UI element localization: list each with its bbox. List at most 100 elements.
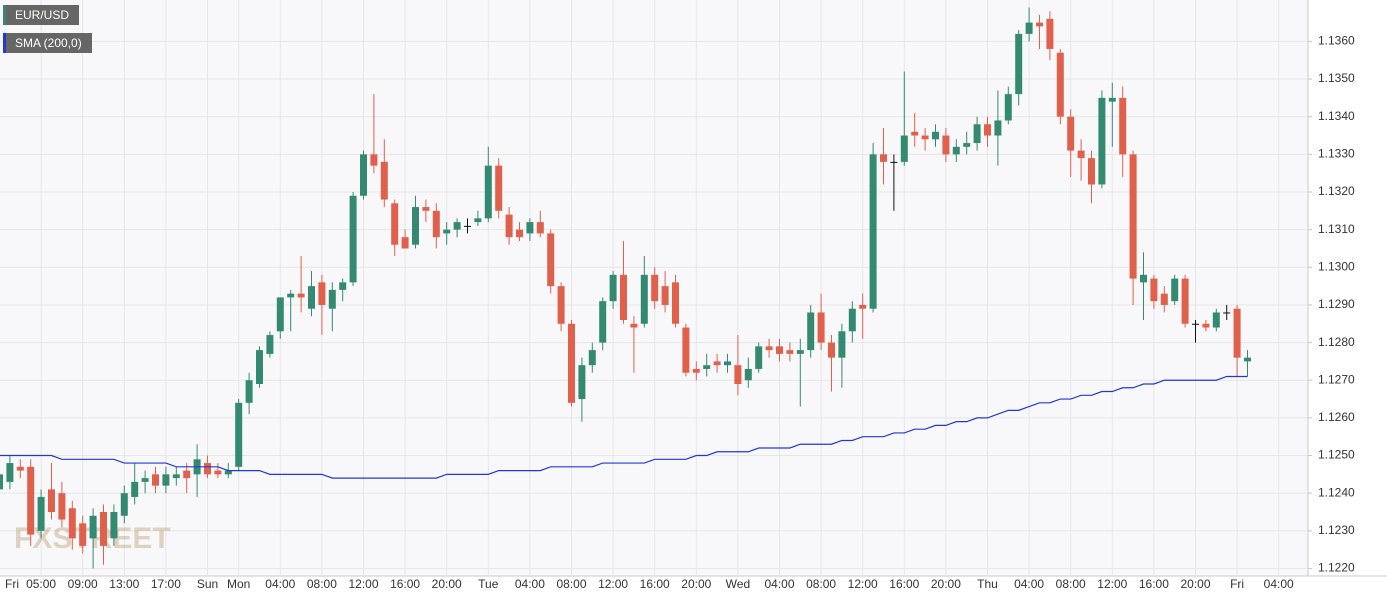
- sma-line: [0, 375, 1248, 479]
- candle-body: [578, 365, 586, 400]
- candle-body: [724, 361, 731, 366]
- candle-body: [620, 274, 627, 320]
- x-tick-label: 04:00: [515, 577, 545, 591]
- legend-item: SMA (200,0): [3, 33, 92, 53]
- candle-body: [349, 195, 357, 283]
- candle-body: [672, 282, 679, 324]
- candle-body: [360, 154, 367, 196]
- candle-body: [703, 365, 711, 369]
- candle-body: [1056, 52, 1064, 117]
- x-tick-label: Thu: [977, 577, 998, 591]
- candle-body: [921, 135, 929, 140]
- candle-body: [318, 282, 326, 305]
- candle-body: [58, 493, 66, 520]
- candle-body: [422, 207, 430, 211]
- candle-body: [661, 286, 669, 305]
- x-tick-label: 09:00: [68, 577, 98, 591]
- candle-body: [1160, 293, 1168, 305]
- candle-body: [630, 323, 638, 328]
- x-tick-label: 12:00: [598, 577, 628, 591]
- candle-body: [1088, 158, 1095, 185]
- x-tick-label: Tue: [478, 577, 499, 591]
- y-tick-label: 1.1310: [1318, 222, 1355, 236]
- candle-body: [443, 229, 451, 234]
- y-tick-label: 1.1350: [1318, 71, 1355, 85]
- candle-body: [536, 222, 544, 234]
- y-tick-label: 1.1220: [1318, 561, 1355, 575]
- candle-body: [141, 478, 149, 482]
- candle-body: [838, 331, 846, 358]
- candle-body: [235, 402, 243, 467]
- candle-body: [744, 368, 752, 381]
- candle-body: [1015, 33, 1023, 95]
- x-tick-label: 16:00: [1139, 577, 1169, 591]
- candle-body: [1077, 150, 1085, 159]
- candle-body: [287, 293, 295, 298]
- candle-body: [100, 512, 107, 546]
- candle-body: [16, 466, 24, 471]
- candle-body: [1046, 18, 1054, 49]
- candle-body: [796, 350, 804, 354]
- candle-body: [48, 489, 55, 512]
- candle-body: [120, 493, 128, 516]
- y-tick-label: 1.1260: [1318, 410, 1355, 424]
- candle-body: [807, 312, 815, 351]
- candle-body: [526, 222, 534, 234]
- candle-body: [495, 165, 503, 211]
- candle-body: [588, 350, 596, 366]
- x-tick-label: Wed: [726, 577, 750, 591]
- candle-body: [370, 154, 378, 166]
- y-tick-label: 1.1300: [1318, 259, 1355, 273]
- y-tick-label: 1.1290: [1318, 297, 1355, 311]
- candle-body: [412, 207, 419, 245]
- y-tick-label: 1.1250: [1318, 448, 1355, 462]
- candle-body: [640, 274, 648, 324]
- candle-body: [1004, 94, 1012, 121]
- candle-body: [401, 237, 409, 249]
- x-tick-label: 16:00: [640, 577, 670, 591]
- y-tick-label: 1.1360: [1318, 34, 1355, 48]
- candle-body: [391, 203, 399, 245]
- candle-body: [568, 323, 575, 403]
- candle-body: [453, 222, 461, 230]
- candle-body: [786, 350, 794, 354]
- candle-body: [651, 274, 659, 302]
- candle-body: [952, 146, 960, 155]
- candle-body: [599, 301, 607, 343]
- candle-body: [224, 470, 232, 475]
- x-tick-label: 08:00: [556, 577, 586, 591]
- x-tick-label: Sun: [197, 577, 218, 591]
- x-tick-label: 12:00: [1097, 577, 1127, 591]
- candle-body: [1036, 22, 1043, 27]
- x-tick-label: 12:00: [848, 577, 878, 591]
- candle-body: [297, 293, 305, 298]
- y-tick-label: 1.1280: [1318, 335, 1355, 349]
- candle-body: [609, 274, 617, 302]
- candle-body: [276, 297, 284, 332]
- candle-body: [1192, 323, 1199, 325]
- x-tick-label: 08:00: [806, 577, 836, 591]
- candle-body: [79, 523, 87, 546]
- x-tick-label: 04:00: [1264, 577, 1294, 591]
- candle-body: [900, 135, 908, 162]
- x-tick-label: 16:00: [390, 577, 420, 591]
- candle-body: [828, 342, 835, 358]
- x-tick-label: 12:00: [348, 577, 378, 591]
- x-tick-label: Fri: [1230, 577, 1244, 591]
- x-tick-label: 08:00: [1056, 577, 1086, 591]
- candle-body: [942, 135, 950, 155]
- x-tick-label: 05:00: [26, 577, 56, 591]
- candle-body: [869, 154, 877, 309]
- candle-body: [245, 380, 253, 403]
- candle-body: [776, 346, 783, 354]
- y-tick-label: 1.1330: [1318, 147, 1355, 161]
- candle-body: [131, 481, 139, 497]
- candle-body: [1140, 274, 1147, 283]
- x-tick-label: 04:00: [1014, 577, 1044, 591]
- candle-body: [1244, 357, 1251, 362]
- candle-body: [1212, 312, 1220, 328]
- x-tick-label: Fri: [5, 577, 19, 591]
- candle-body: [339, 282, 347, 290]
